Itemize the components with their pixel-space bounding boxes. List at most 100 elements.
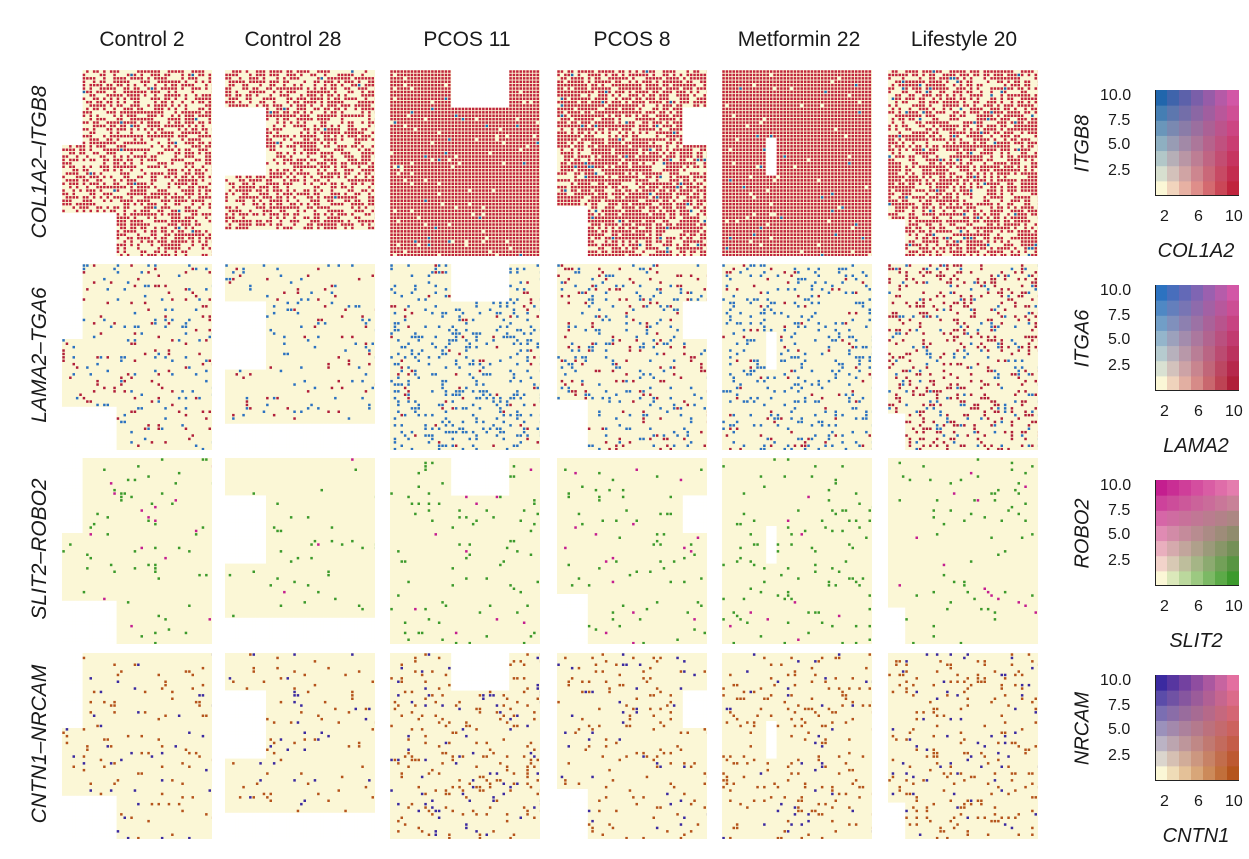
- tissue-gap: [259, 141, 263, 145]
- ligand-spot: [475, 128, 478, 131]
- ligand-spot: [269, 199, 272, 202]
- ligand-spot: [424, 175, 427, 179]
- ligand-spot: [417, 97, 420, 100]
- ligand-spot: [512, 151, 516, 155]
- ligand-spot: [448, 117, 451, 121]
- ligand-spot: [461, 131, 465, 134]
- tissue-gap: [454, 83, 459, 88]
- ligand-spot: [417, 104, 420, 107]
- ligand-spot: [471, 145, 475, 148]
- ligand-spot: [400, 107, 403, 111]
- tissue-gap: [272, 236, 277, 241]
- ligand-spot: [123, 97, 126, 100]
- ligand-spot: [478, 131, 482, 134]
- ligand-spot: [272, 90, 276, 94]
- tissue-gap: [248, 172, 253, 176]
- tissue-gap: [228, 114, 232, 118]
- ligand-spot: [488, 138, 492, 141]
- ligand-spot: [492, 158, 495, 162]
- ligand-spot: [357, 100, 361, 104]
- ligand-spot: [225, 196, 228, 199]
- tissue-gap: [269, 229, 273, 234]
- tissue-gap: [471, 93, 476, 98]
- ligand-spot: [499, 185, 502, 189]
- ligand-spot: [188, 148, 191, 151]
- ligand-spot: [410, 148, 414, 151]
- ligand-spot: [475, 179, 478, 182]
- ligand-spot: [317, 162, 320, 165]
- ligand-spot: [208, 219, 211, 223]
- ligand-spot: [330, 104, 334, 107]
- ligand-spot: [536, 134, 539, 138]
- ligand-spot: [283, 111, 286, 114]
- ligand-spot: [303, 158, 306, 162]
- ligand-spot: [526, 124, 529, 128]
- ligand-spot: [238, 209, 242, 213]
- ligand-spot: [123, 148, 126, 151]
- ligand-spot: [317, 148, 320, 151]
- ligand-spot: [177, 199, 181, 202]
- ligand-spot: [279, 107, 283, 111]
- ligand-spot: [492, 172, 495, 175]
- tissue-gap: [316, 236, 321, 241]
- ligand-spot: [272, 189, 276, 192]
- ligand-spot: [351, 121, 354, 124]
- ligand-spot: [357, 165, 361, 168]
- tissue-gap: [303, 233, 307, 237]
- ligand-spot: [232, 213, 235, 216]
- ligand-spot: [194, 219, 198, 223]
- ligand-spot: [130, 107, 133, 111]
- ligand-spot: [407, 155, 410, 158]
- ligand-spot: [130, 240, 133, 243]
- tissue-gap: [272, 229, 277, 234]
- ligand-spot: [283, 94, 286, 97]
- tissue-gap: [248, 165, 253, 169]
- ligand-spot: [201, 175, 205, 179]
- ligand-spot: [272, 206, 276, 209]
- tissue-gap: [68, 219, 73, 224]
- tissue-gap: [313, 236, 317, 241]
- ligand-spot: [123, 185, 126, 189]
- ligand-spot: [424, 100, 427, 104]
- ligand-spot: [272, 213, 276, 216]
- ligand-spot: [96, 97, 99, 100]
- ligand-spot: [529, 202, 533, 206]
- ligand-spot: [249, 100, 252, 104]
- tissue-gap: [89, 246, 93, 251]
- ligand-spot: [137, 236, 140, 240]
- tissue-gap: [72, 212, 76, 217]
- ligand-spot: [475, 131, 478, 134]
- ligand-spot: [397, 155, 400, 158]
- ligand-spot: [310, 90, 313, 94]
- ligand-spot: [519, 87, 522, 90]
- ligand-spot: [238, 219, 242, 223]
- ligand-spot: [191, 128, 194, 131]
- tissue-gap: [75, 110, 80, 115]
- ligand-spot: [106, 148, 109, 151]
- ligand-spot: [390, 192, 393, 196]
- ligand-spot: [300, 131, 303, 134]
- ligand-spot: [357, 104, 361, 107]
- ligand-spot: [502, 189, 505, 192]
- ligand-spot: [262, 80, 266, 83]
- ligand-spot: [320, 70, 323, 73]
- ligand-spot: [347, 73, 351, 77]
- ligand-spot: [465, 189, 468, 192]
- ligand-spot: [495, 141, 499, 145]
- ligand-spot: [371, 219, 374, 223]
- ligand-spot: [330, 226, 334, 230]
- ligand-spot: [448, 206, 451, 209]
- tissue-gap: [458, 87, 462, 91]
- ligand-spot: [313, 90, 317, 94]
- tissue-gap: [245, 246, 249, 251]
- tissue-gap: [505, 70, 510, 74]
- ligand-spot: [255, 80, 259, 83]
- ligand-spot: [140, 209, 143, 213]
- ligand-spot: [451, 172, 454, 175]
- ligand-spot: [317, 192, 320, 196]
- ligand-spot: [454, 182, 458, 185]
- ligand-spot: [458, 182, 461, 185]
- ligand-spot: [205, 243, 208, 247]
- ligand-spot: [414, 199, 417, 202]
- tissue-gap: [96, 233, 100, 237]
